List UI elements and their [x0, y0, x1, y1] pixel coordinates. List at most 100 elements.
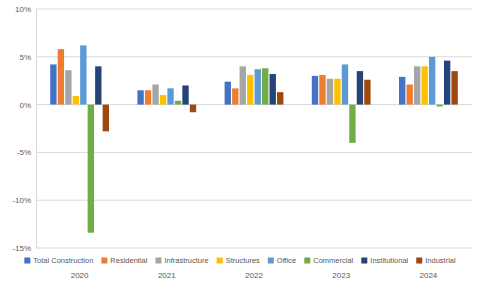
series — [58, 49, 413, 104]
y-tick: -15% — [12, 244, 36, 253]
bar — [167, 88, 173, 104]
bar — [414, 66, 420, 104]
y-axis-line — [36, 10, 37, 249]
legend-swatch — [268, 258, 274, 264]
y-tick-label: -5% — [17, 148, 31, 157]
legend-swatch — [217, 258, 223, 264]
series — [95, 61, 450, 105]
legend-item: Structures — [217, 256, 260, 265]
legend-item: Infrastructure — [155, 256, 208, 265]
y-tick-label: -15% — [12, 244, 31, 253]
bar — [421, 66, 427, 104]
x-axis: 2020 2021 2022 2023 2024 — [37, 248, 473, 280]
legend-swatch — [304, 258, 310, 264]
legend-label: Commercial — [313, 256, 353, 265]
bar — [50, 64, 56, 104]
bar — [327, 79, 333, 105]
x-tick-label: 2021 — [158, 271, 176, 280]
legend-label: Residential — [110, 256, 147, 265]
legend-item: Office — [268, 256, 296, 265]
bar — [399, 77, 405, 105]
y-tick-label: 10% — [15, 5, 31, 14]
x-axis-line — [37, 248, 473, 249]
bar — [364, 80, 370, 105]
bar — [95, 66, 101, 104]
legend-item: Total Construction — [24, 256, 93, 265]
grid-line — [36, 56, 472, 57]
legend-item: Commercial — [304, 256, 353, 265]
plot: -15% -10% -5% 0% 5% 10% 2020 2021 2022 2023 2024 — [12, 5, 472, 280]
bar — [262, 68, 268, 104]
bar — [88, 105, 94, 233]
chart: -15% -10% -5% 0% 5% 10% 2020 2021 2022 2023 2024 To… — [0, 0, 480, 290]
grid-line — [36, 9, 472, 10]
bar — [349, 105, 355, 143]
legend-label: Institutional — [370, 256, 408, 265]
bar — [342, 64, 348, 104]
legend-label: Structures — [226, 256, 260, 265]
bar — [444, 61, 450, 105]
bar — [65, 70, 71, 104]
bar — [312, 76, 318, 105]
series — [73, 66, 428, 104]
series — [65, 66, 420, 104]
grid-line — [36, 248, 472, 249]
y-tick-label: 0% — [19, 101, 31, 110]
legend-swatch — [101, 258, 107, 264]
bar — [175, 101, 181, 105]
x-tick-label: 2023 — [332, 271, 350, 280]
bar — [137, 90, 143, 104]
bar — [436, 105, 442, 107]
x-tick-label: 2020 — [71, 271, 89, 280]
y-tick: -10% — [12, 196, 36, 205]
bar — [182, 85, 188, 104]
grid-line — [36, 152, 472, 153]
series — [88, 68, 443, 232]
x-tick-label: 2024 — [420, 271, 438, 280]
bar — [73, 96, 79, 105]
bar — [334, 79, 340, 105]
legend-label: Industrial — [425, 256, 456, 265]
grid — [36, 9, 472, 248]
legend-label: Office — [277, 256, 296, 265]
bar — [232, 88, 238, 104]
legend-item: Residential — [101, 256, 147, 265]
bar — [277, 92, 283, 104]
bar — [190, 105, 196, 113]
bar — [80, 45, 86, 104]
y-tick: 0% — [19, 101, 36, 110]
x-tick-label: 2022 — [245, 271, 263, 280]
bar — [145, 90, 151, 104]
bar — [255, 69, 261, 104]
legend-swatch — [416, 258, 422, 264]
bar — [406, 85, 412, 105]
bar — [103, 105, 109, 132]
legend: Total Construction Residential Infrastruct… — [24, 256, 456, 265]
bar — [451, 71, 457, 104]
bar — [58, 49, 64, 104]
bar — [152, 85, 158, 105]
bar — [160, 95, 166, 105]
bar — [319, 75, 325, 105]
y-tick-label: -10% — [12, 196, 31, 205]
legend-label: Total Construction — [33, 256, 93, 265]
y-tick-label: 5% — [19, 53, 31, 62]
bars — [50, 45, 458, 232]
bar — [247, 75, 253, 105]
bar — [225, 82, 231, 105]
grid-line — [36, 200, 472, 201]
y-tick: 5% — [19, 53, 36, 62]
y-axis: -15% -10% -5% 0% 5% 10% — [12, 5, 36, 253]
y-tick: -5% — [17, 148, 36, 157]
legend-swatch — [361, 258, 367, 264]
legend-swatch — [155, 258, 161, 264]
bar — [270, 74, 276, 105]
y-tick: 10% — [15, 5, 36, 14]
series — [80, 45, 435, 104]
legend-swatch — [24, 258, 30, 264]
legend-item: Industrial — [416, 256, 456, 265]
bar — [240, 66, 246, 104]
legend-item: Institutional — [361, 256, 408, 265]
series — [103, 71, 458, 131]
series — [50, 64, 405, 104]
